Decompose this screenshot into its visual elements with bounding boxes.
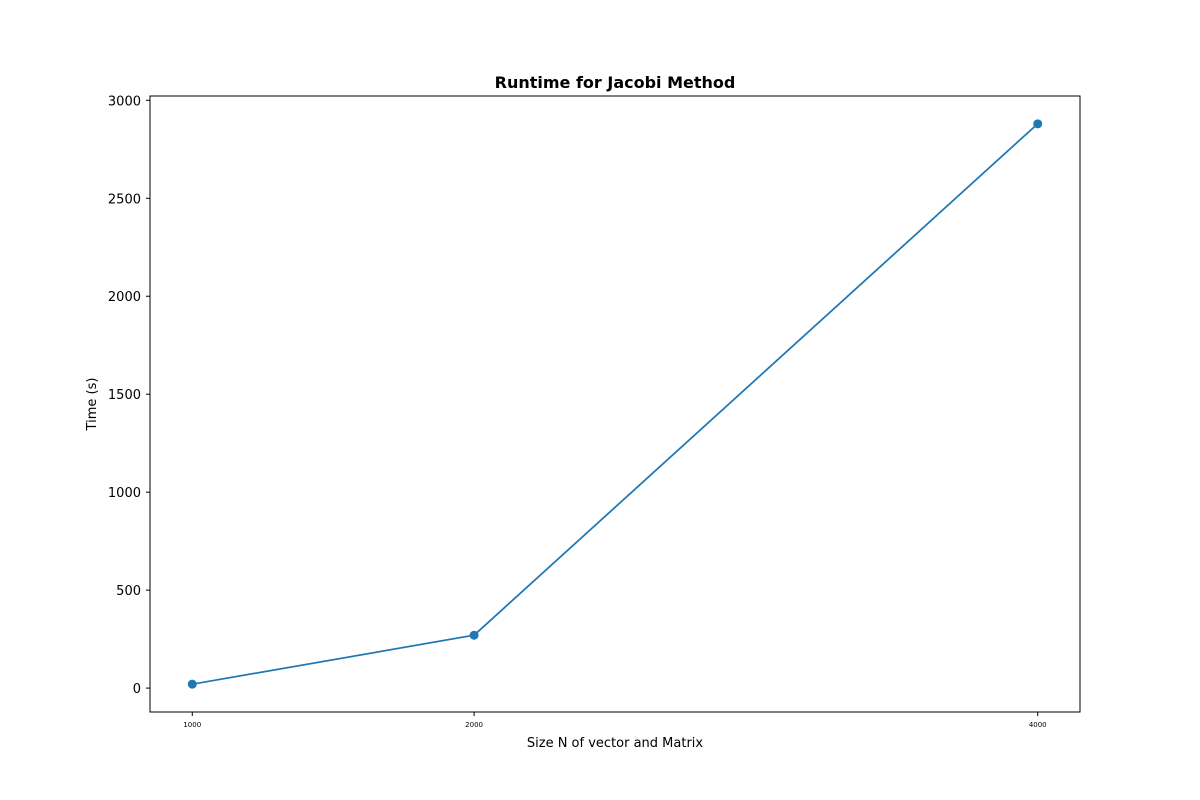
x-axis-label: Size N of vector and Matrix	[527, 736, 704, 751]
x-tick-label: 1000	[183, 721, 201, 729]
y-tick-label: 500	[116, 584, 141, 599]
y-tick-label: 2500	[108, 192, 141, 207]
plot-frame	[149, 95, 1081, 713]
data-point	[187, 679, 197, 689]
x-tick-label: 2000	[465, 721, 483, 729]
y-axis-label: Time (s)	[85, 378, 100, 432]
y-axis-ticks: 0 500 1000 1500 2000 2500 3000	[108, 94, 150, 697]
y-tick-label: 1000	[108, 486, 141, 501]
y-tick-label: 0	[133, 682, 141, 697]
x-tick-label: 4000	[1029, 721, 1047, 729]
chart-title: Runtime for Jacobi Method	[495, 73, 736, 92]
data-point	[469, 630, 479, 640]
y-tick-label: 2000	[108, 290, 141, 305]
data-point	[1033, 119, 1043, 129]
y-tick-label: 3000	[108, 94, 141, 109]
x-axis-ticks: 1000 2000 4000	[183, 712, 1047, 729]
y-tick-label: 1500	[108, 388, 141, 403]
plot-area	[187, 119, 1043, 689]
